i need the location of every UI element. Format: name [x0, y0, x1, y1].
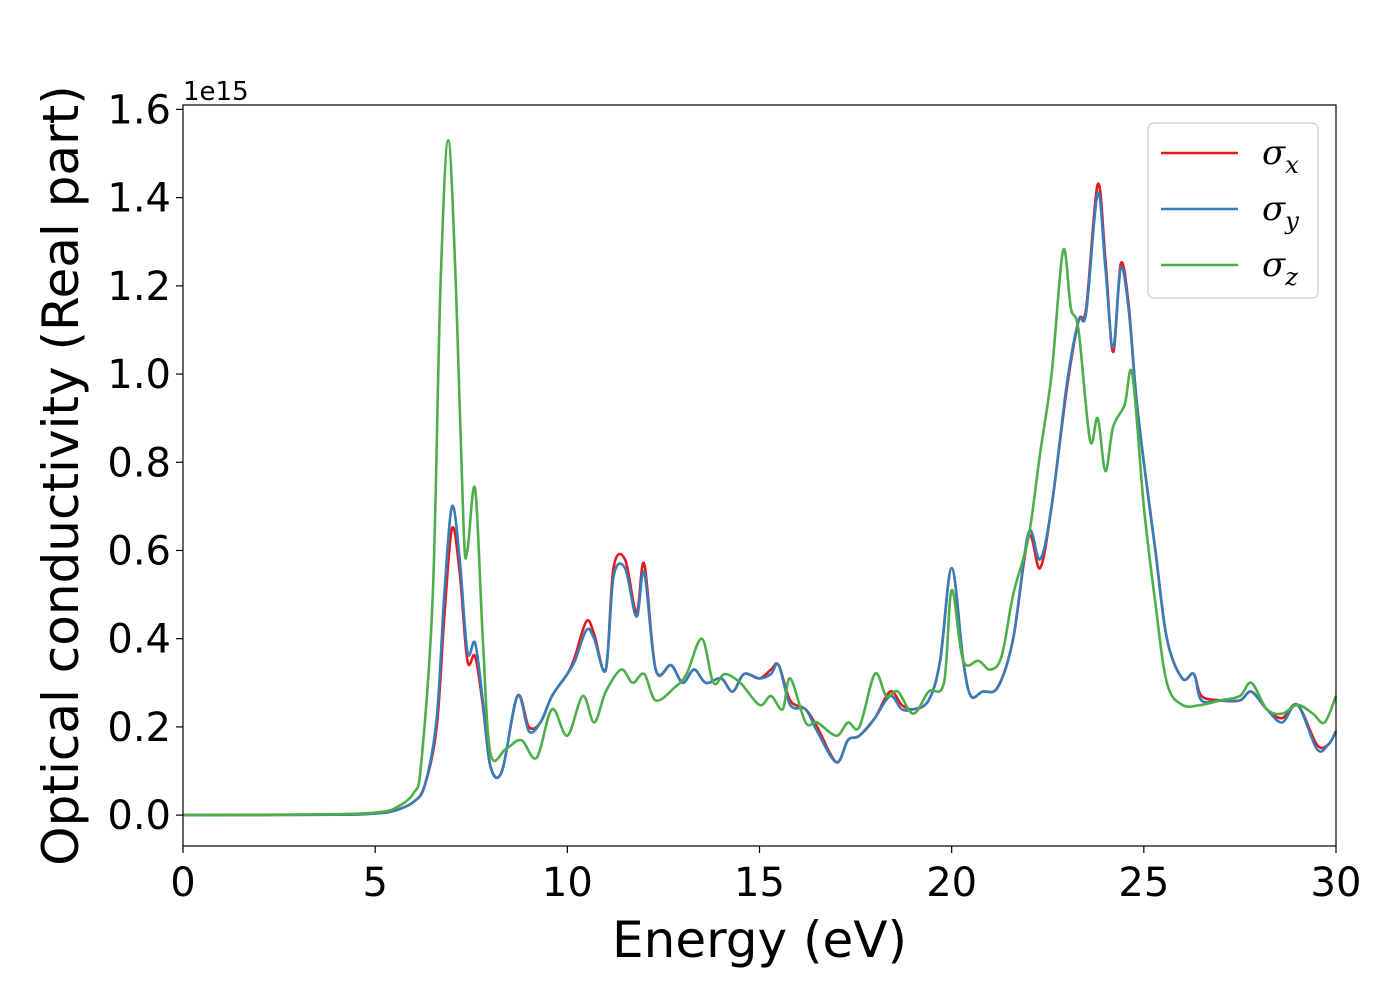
y-tick-label: 0.6: [107, 528, 171, 574]
y-tick-label: 0.0: [107, 793, 171, 839]
y-axis-label: Optical conductivity (Real part): [32, 85, 90, 866]
y-tick-label: 1.6: [107, 87, 171, 133]
x-axis-ticks: 0 5 10 15 20 25 30: [170, 846, 1361, 906]
y-tick-label: 1.2: [107, 264, 171, 310]
y-tick-label: 0.8: [107, 440, 171, 486]
y-tick-label: 0.4: [107, 617, 171, 663]
x-tick-label: 30: [1311, 860, 1362, 906]
x-tick-label: 25: [1118, 860, 1169, 906]
x-tick-label: 20: [926, 860, 977, 906]
x-tick-label: 15: [734, 860, 785, 906]
x-tick-label: 10: [542, 860, 593, 906]
y-tick-label: 0.2: [107, 705, 171, 751]
y-axis-offset-label: 1e15: [183, 77, 249, 107]
x-axis-label: Energy (eV): [612, 911, 907, 969]
x-tick-label: 5: [362, 860, 387, 906]
legend-label-y: σy: [1262, 189, 1299, 235]
y-axis-ticks: 0.0 0.2 0.4 0.6 0.8 1.0 1.2 1.4 1.6: [107, 87, 183, 839]
plot-area: [183, 105, 1336, 846]
y-tick-label: 1.4: [107, 176, 171, 222]
y-tick-label: 1.0: [107, 352, 171, 398]
legend-box: [1147, 122, 1319, 299]
series-line-y: [182, 191, 1338, 817]
series-layer: [182, 139, 1338, 817]
x-tick-label: 0: [170, 860, 195, 906]
series-line-z: [182, 139, 1338, 817]
